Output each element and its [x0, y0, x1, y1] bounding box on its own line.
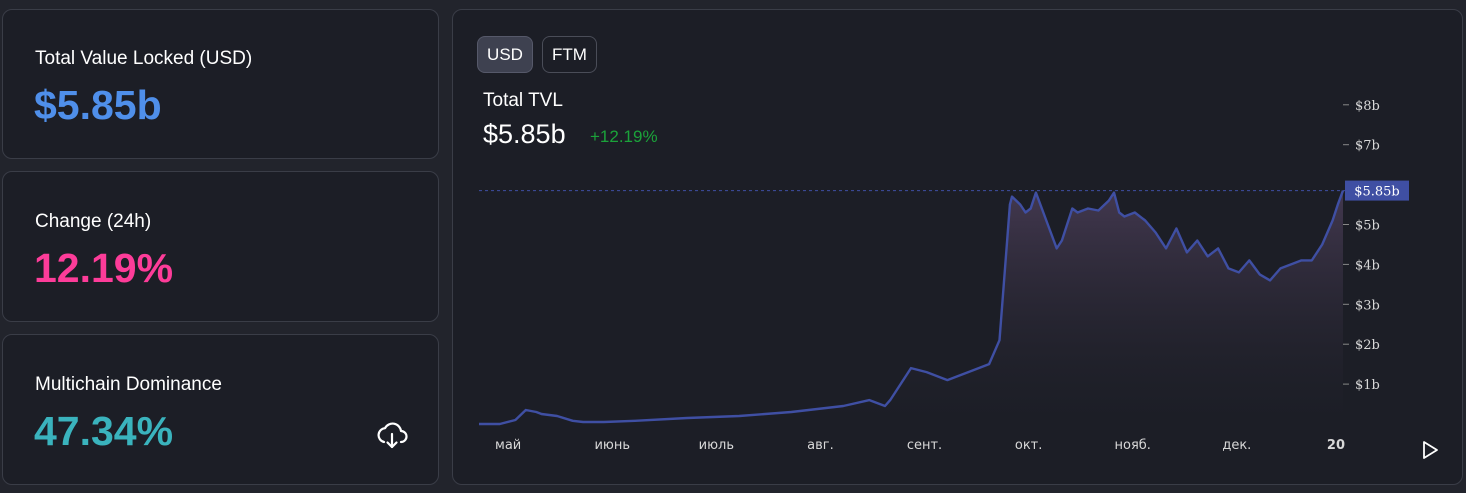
ftm-toggle-button[interactable]: FTM: [542, 36, 597, 73]
usd-toggle-button[interactable]: USD: [477, 36, 533, 73]
dominance-label: Multichain Dominance: [35, 374, 222, 395]
x-tick-label: окт.: [1015, 438, 1043, 453]
tvl-chart-card: USD FTM Total TVL $5.85b +12.19% $5.85b $…: [452, 9, 1463, 485]
tvl-value: $5.85b: [34, 82, 162, 128]
x-tick-label: нояб.: [1115, 438, 1151, 453]
x-tick-label: июль: [699, 438, 734, 453]
change-card: Change (24h) 12.19%: [2, 171, 439, 322]
y-tick-label: $7b: [1355, 139, 1380, 154]
y-tick-label: $1b: [1355, 378, 1380, 393]
chart-change: +12.19%: [590, 127, 658, 146]
play-icon[interactable]: [1419, 438, 1441, 462]
x-tick-label: авг.: [807, 438, 834, 453]
tvl-card: Total Value Locked (USD) $5.85b: [2, 9, 439, 159]
y-tick-label: $3b: [1355, 298, 1380, 313]
y-tick-label: $4b: [1355, 258, 1380, 273]
current-value-tag-label: $5.85b: [1354, 185, 1400, 200]
tvl-area-fill: [479, 190, 1343, 424]
download-cloud-icon[interactable]: [376, 421, 408, 451]
axis-mask: [1345, 432, 1405, 456]
chart-title: Total TVL: [483, 90, 563, 111]
x-tick-label: дек.: [1222, 438, 1251, 453]
tvl-series-line: [479, 190, 1345, 426]
y-tick-label: $5b: [1355, 219, 1380, 234]
dominance-card: Multichain Dominance 47.34%: [2, 334, 439, 485]
chart-value: $5.85b: [483, 119, 566, 149]
x-tick-label: май: [495, 438, 521, 453]
change-label: Change (24h): [35, 211, 152, 232]
y-tick-label: $8b: [1355, 99, 1380, 114]
tvl-area-chart[interactable]: $5.85b $1b $2b $3b $4b $5b $7b $8b май июнь июль ав…: [453, 10, 1464, 486]
dominance-value: 47.34%: [34, 408, 174, 454]
tvl-label: Total Value Locked (USD): [35, 48, 253, 69]
change-value: 12.19%: [34, 245, 174, 291]
x-tick-label: сент.: [907, 438, 942, 453]
y-tick-label: $2b: [1355, 338, 1380, 353]
current-value-tag: [1345, 180, 1409, 201]
x-tick-label: июнь: [594, 438, 630, 453]
